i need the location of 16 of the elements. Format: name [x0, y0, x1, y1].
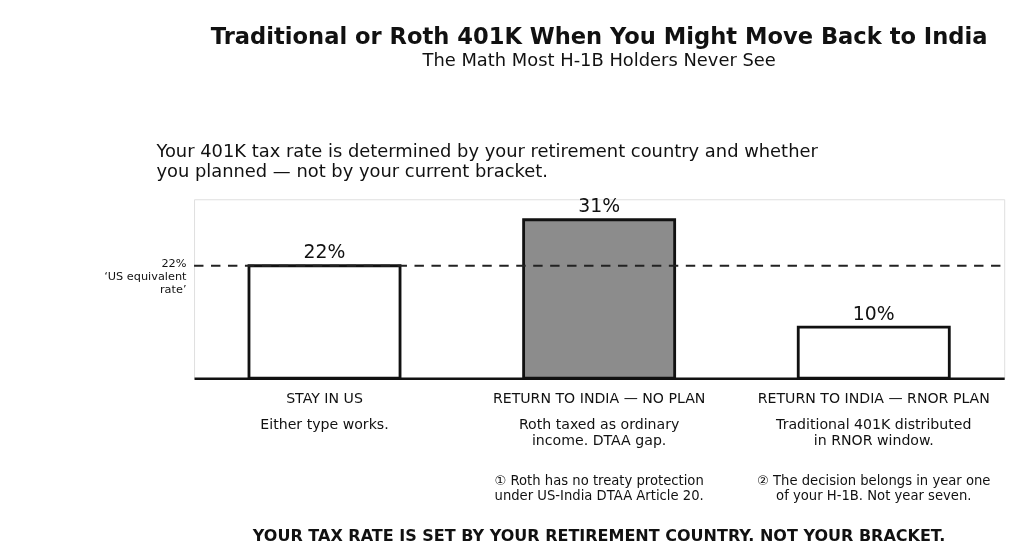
text: ② The decision belongs in year one of your H-1B. Not year seven. — [757, 472, 991, 503]
text: YOUR TAX RATE IS SET BY YOUR RETIREMENT COUNTRY. NOT YOUR BRACKET. — [251, 526, 946, 546]
ref-line-label: 22% ‘US equivalent rate’ — [104, 256, 188, 297]
text: ① Roth has no treaty protection under US-India DTAA Article 20. — [494, 472, 704, 503]
chart-subtitle: The Math Most H-1B Holders Never See — [421, 48, 776, 70]
x-tick-label: STAY IN US — [286, 390, 363, 407]
text: Roth taxed as ordinary income. DTAA gap. — [518, 416, 680, 449]
data-label: 22% — [303, 241, 346, 263]
data-label: 10% — [852, 302, 895, 324]
text: Your 401K tax rate is determined by your retirement country and whether you planned — not by your current bracket. — [155, 139, 819, 181]
x-tick-label: RETURN TO INDIA — RNOR PLAN — [757, 390, 990, 407]
text: Either type works. — [260, 416, 389, 433]
x-tick-label: RETURN TO INDIA — NO PLAN — [492, 390, 706, 407]
chart-title: Traditional or Roth 401K When You Might Move Back to India — [210, 22, 988, 49]
data-label: 31% — [578, 195, 621, 217]
text: Traditional 401K distributed in RNOR window. — [775, 416, 972, 449]
